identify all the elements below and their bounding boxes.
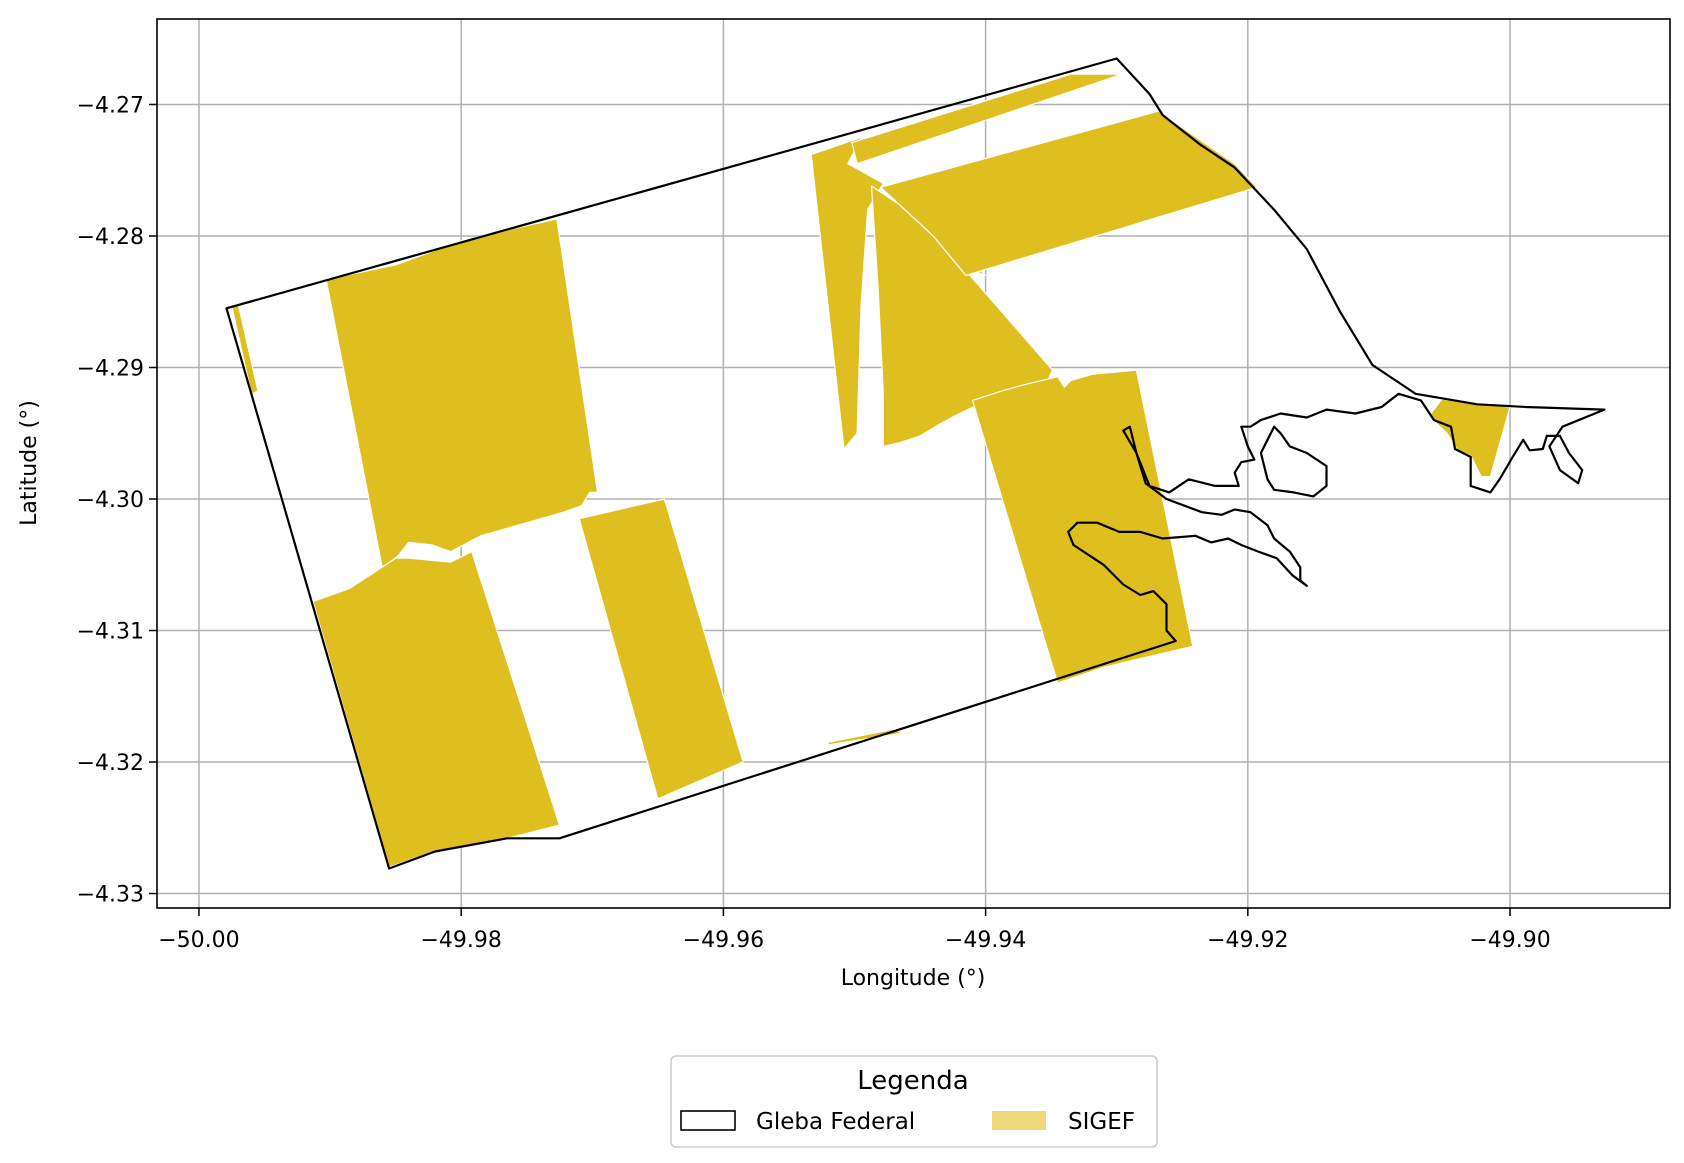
x-axis-label: Longitude (°) (841, 966, 986, 991)
plot-frame (156, 18, 1671, 909)
y-tick-label-0: −4.27 (77, 93, 144, 118)
y-tick-label-5: −4.32 (77, 751, 144, 776)
y-tick-label-2: −4.29 (77, 356, 144, 381)
x-axis-ticks: −50.00 −49.98 −49.96 −49.94 −49.92 −49.90 (158, 908, 1551, 953)
y-tick-label-4: −4.31 (77, 620, 144, 645)
legend: Legenda Gleba Federal SIGEF (670, 1055, 1158, 1148)
gleba-federal-boundary (225, 57, 1606, 870)
x-tick-label-4: −49.92 (1207, 928, 1288, 953)
x-tick-label-0: −50.00 (158, 928, 239, 953)
sigef-parcel-8 (971, 369, 1194, 684)
legend-title: Legenda (857, 1066, 968, 1096)
sigef-parcel-9 (1428, 398, 1511, 478)
x-tick-label-2: −49.96 (683, 928, 764, 953)
sigef-parcel-3 (578, 498, 744, 800)
gleba-federal-layer (225, 57, 1606, 870)
x-tick-label-5: −49.90 (1469, 928, 1550, 953)
y-axis-ticks: −4.27 −4.28 −4.29 −4.30 −4.31 −4.32 −4.33 (77, 93, 157, 908)
legend-label-gleba: Gleba Federal (756, 1109, 915, 1135)
legend-swatch-sigef (992, 1111, 1046, 1130)
legend-swatch-gleba (680, 1110, 736, 1131)
sigef-parcel-7 (880, 110, 1258, 276)
y-tick-label-3: −4.30 (77, 488, 144, 513)
sigef-parcel-10 (827, 728, 904, 746)
y-tick-label-1: −4.28 (77, 225, 144, 250)
x-tick-label-3: −49.94 (945, 928, 1026, 953)
y-tick-label-6: −4.33 (77, 883, 144, 908)
sigef-parcel-6 (851, 73, 1123, 165)
gleba-island-0 (1259, 425, 1328, 498)
legend-label-sigef: SIGEF (1068, 1109, 1135, 1135)
x-tick-label-1: −49.98 (420, 928, 501, 953)
y-axis-label: Latitude (°) (17, 400, 42, 526)
